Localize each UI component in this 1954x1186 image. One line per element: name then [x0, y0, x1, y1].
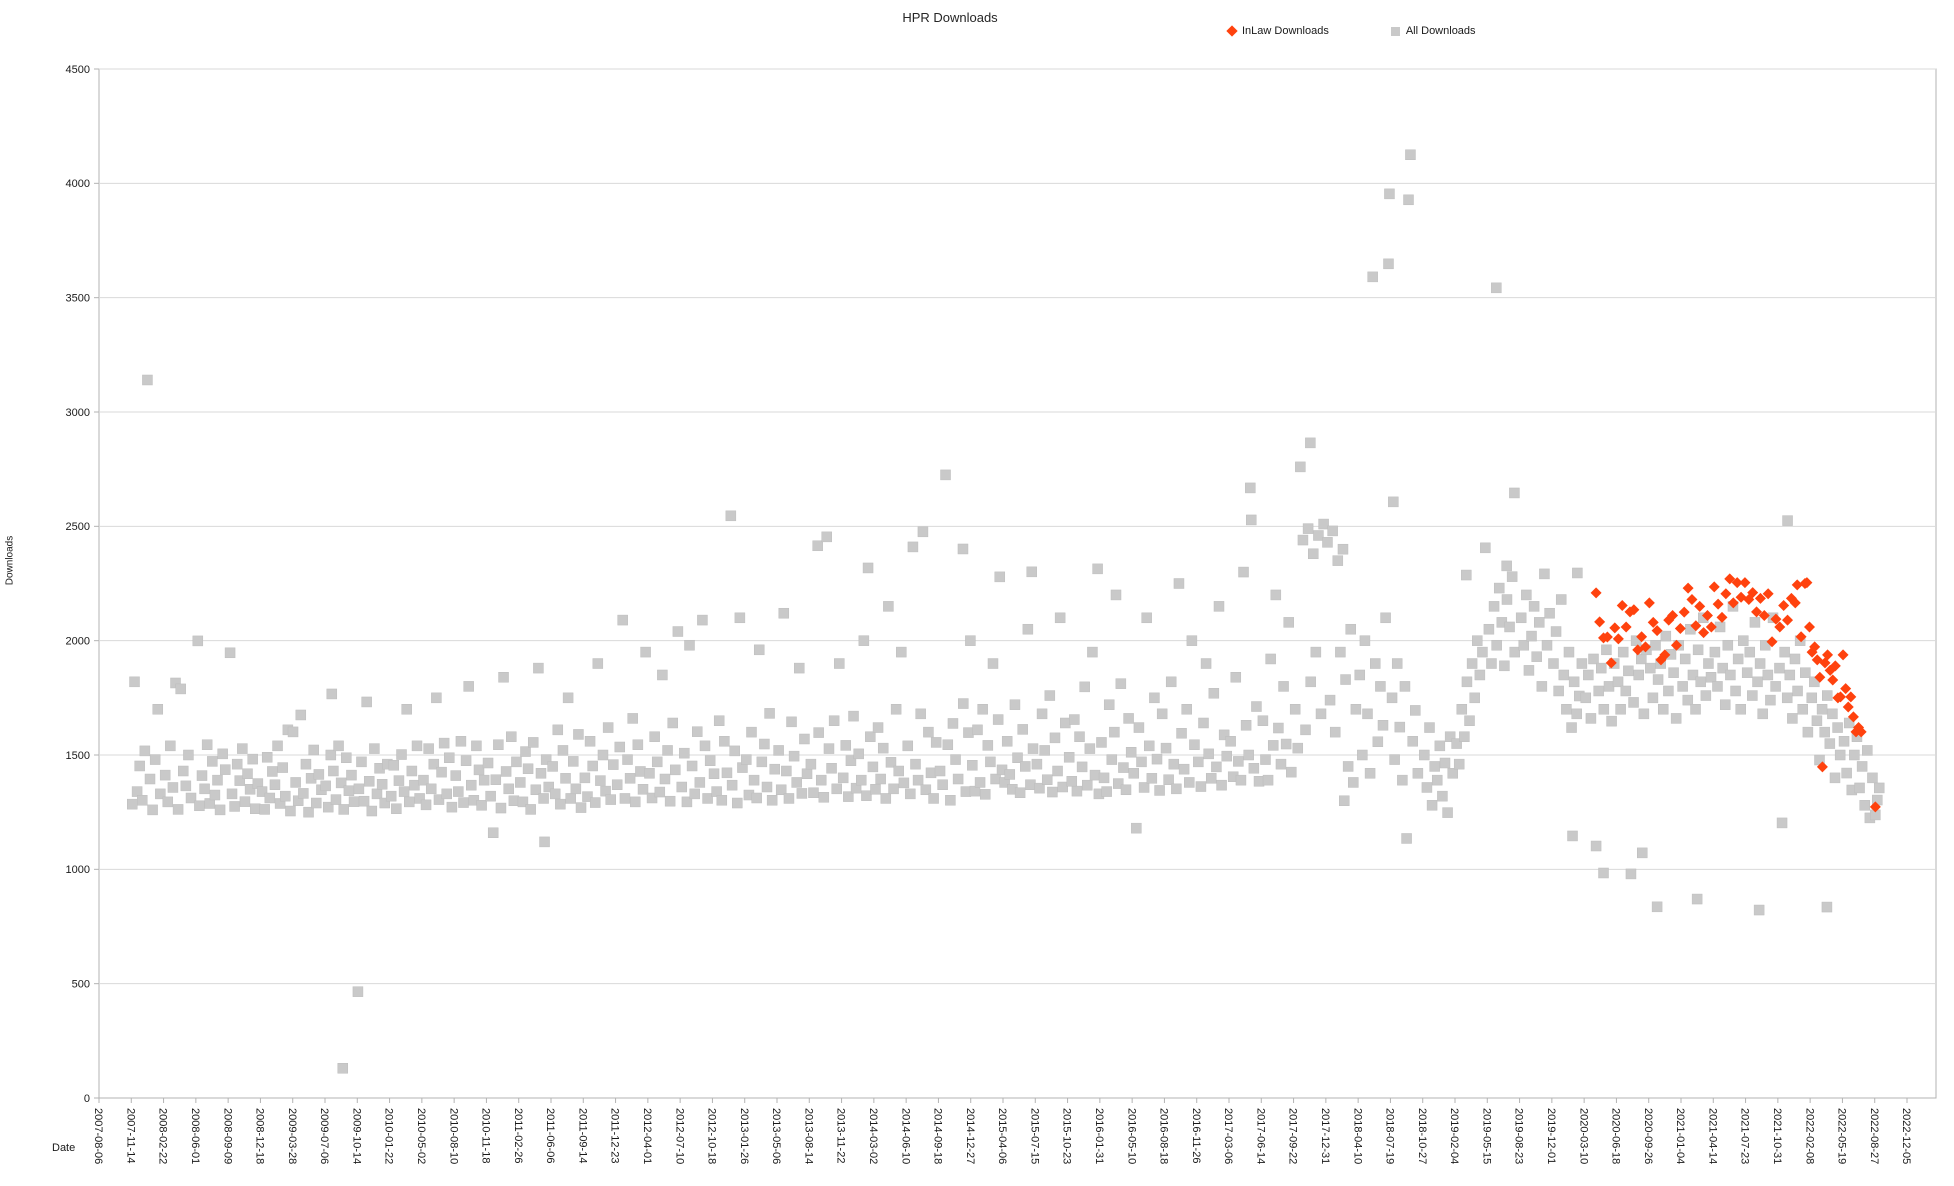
svg-text:2014-09-18: 2014-09-18	[932, 1108, 944, 1164]
svg-text:2008-12-18: 2008-12-18	[254, 1108, 266, 1164]
svg-text:1000: 1000	[66, 864, 90, 876]
svg-text:2015-10-23: 2015-10-23	[1061, 1108, 1073, 1164]
svg-text:2009-07-06: 2009-07-06	[318, 1108, 330, 1164]
legend-label: InLaw Downloads	[1242, 25, 1329, 37]
svg-text:2010-05-02: 2010-05-02	[415, 1108, 427, 1164]
svg-text:2015-04-06: 2015-04-06	[996, 1108, 1008, 1164]
svg-text:2020-09-26: 2020-09-26	[1642, 1108, 1654, 1164]
svg-text:4000: 4000	[66, 178, 90, 190]
svg-text:2009-03-28: 2009-03-28	[286, 1108, 298, 1164]
svg-text:2019-02-04: 2019-02-04	[1448, 1108, 1460, 1164]
legend-item-all-downloads: All Downloads	[1390, 25, 1476, 37]
svg-text:2011-06-06: 2011-06-06	[544, 1108, 556, 1163]
svg-text:2016-01-31: 2016-01-31	[1093, 1108, 1105, 1164]
svg-text:2014-06-10: 2014-06-10	[899, 1108, 911, 1164]
svg-text:2008-09-09: 2008-09-09	[221, 1108, 233, 1164]
svg-text:0: 0	[84, 1093, 90, 1105]
svg-text:2017-12-31: 2017-12-31	[1319, 1108, 1331, 1164]
svg-text:2011-12-23: 2011-12-23	[609, 1108, 621, 1163]
svg-text:2021-01-04: 2021-01-04	[1674, 1108, 1686, 1164]
svg-text:2012-10-18: 2012-10-18	[706, 1108, 718, 1164]
svg-text:2014-12-27: 2014-12-27	[964, 1108, 976, 1164]
svg-text:1500: 1500	[66, 750, 90, 762]
svg-text:2013-01-26: 2013-01-26	[738, 1108, 750, 1164]
svg-text:2010-11-18: 2010-11-18	[480, 1108, 492, 1163]
svg-text:2010-01-22: 2010-01-22	[383, 1108, 395, 1164]
svg-text:2021-07-23: 2021-07-23	[1739, 1108, 1751, 1164]
legend-label: All Downloads	[1405, 25, 1476, 37]
legend-item-inlaw-downloads: InLaw Downloads	[1226, 25, 1329, 37]
x-axis-title: Date	[52, 1142, 76, 1154]
svg-text:2011-09-14: 2011-09-14	[576, 1108, 588, 1163]
svg-text:3500: 3500	[66, 293, 90, 305]
square-marker-icon	[1390, 26, 1400, 36]
chart-title: HPR Downloads	[902, 10, 998, 25]
svg-text:2018-07-19: 2018-07-19	[1384, 1108, 1396, 1164]
svg-text:2012-04-01: 2012-04-01	[641, 1108, 653, 1164]
svg-text:2016-08-18: 2016-08-18	[1158, 1108, 1170, 1164]
svg-text:2022-05-19: 2022-05-19	[1836, 1108, 1848, 1164]
svg-text:2020-03-10: 2020-03-10	[1577, 1108, 1589, 1164]
svg-text:2022-08-27: 2022-08-27	[1868, 1108, 1880, 1164]
svg-text:2009-10-14: 2009-10-14	[350, 1108, 362, 1164]
svg-text:2017-03-06: 2017-03-06	[1222, 1108, 1234, 1164]
svg-text:2500: 2500	[66, 521, 90, 533]
svg-text:2012-07-10: 2012-07-10	[673, 1108, 685, 1164]
svg-text:500: 500	[72, 979, 90, 991]
svg-text:2014-03-02: 2014-03-02	[867, 1108, 879, 1164]
svg-text:2019-08-23: 2019-08-23	[1513, 1108, 1525, 1164]
svg-text:2020-06-18: 2020-06-18	[1610, 1108, 1622, 1164]
svg-text:2010-08-10: 2010-08-10	[447, 1108, 459, 1164]
svg-text:2008-02-22: 2008-02-22	[157, 1108, 169, 1164]
svg-text:2017-09-22: 2017-09-22	[1287, 1108, 1299, 1164]
svg-text:2017-06-14: 2017-06-14	[1254, 1108, 1266, 1164]
svg-text:2021-10-31: 2021-10-31	[1771, 1108, 1783, 1164]
svg-text:2013-05-06: 2013-05-06	[770, 1108, 782, 1164]
svg-text:2019-05-15: 2019-05-15	[1480, 1108, 1492, 1164]
svg-text:2019-12-01: 2019-12-01	[1545, 1108, 1557, 1164]
svg-text:2021-04-14: 2021-04-14	[1706, 1108, 1718, 1164]
svg-text:2016-11-26: 2016-11-26	[1190, 1108, 1202, 1163]
svg-text:2013-11-22: 2013-11-22	[835, 1108, 847, 1163]
svg-text:2007-11-14: 2007-11-14	[124, 1108, 136, 1163]
svg-text:2008-06-01: 2008-06-01	[189, 1108, 201, 1164]
svg-text:2007-08-06: 2007-08-06	[92, 1108, 104, 1164]
svg-text:2018-10-27: 2018-10-27	[1416, 1108, 1428, 1164]
svg-text:2013-08-14: 2013-08-14	[802, 1108, 814, 1164]
svg-text:2016-05-10: 2016-05-10	[1125, 1108, 1137, 1164]
chart-legend: InLaw Downloads All Downloads	[1226, 25, 1476, 37]
svg-text:2011-02-26: 2011-02-26	[512, 1108, 524, 1163]
svg-text:2018-04-10: 2018-04-10	[1351, 1108, 1363, 1164]
svg-text:4500: 4500	[66, 64, 90, 76]
svg-text:2015-07-15: 2015-07-15	[1028, 1108, 1040, 1164]
svg-text:2022-12-05: 2022-12-05	[1900, 1108, 1912, 1164]
svg-text:3000: 3000	[66, 407, 90, 419]
svg-text:2022-02-08: 2022-02-08	[1803, 1108, 1815, 1164]
svg-text:2000: 2000	[66, 636, 90, 648]
